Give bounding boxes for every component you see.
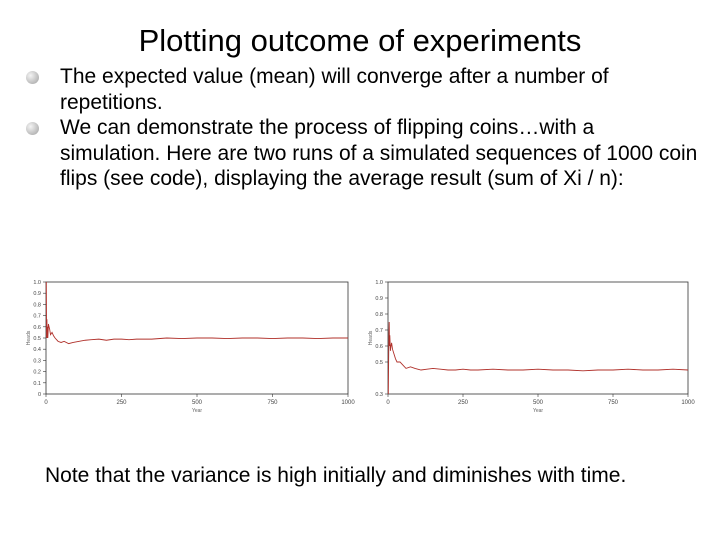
- y-tick-label: 0.1: [33, 381, 41, 387]
- y-tick-label: 0.8: [375, 312, 383, 318]
- y-tick-label: 0.3: [375, 392, 383, 398]
- y-tick-label: 0.6: [375, 344, 383, 350]
- y-tick-label: 0.6: [33, 325, 41, 331]
- bullet-text: The expected value (mean) will converge …: [60, 65, 609, 114]
- y-tick-label: 0.8: [33, 302, 41, 308]
- y-tick-label: 0: [38, 392, 41, 398]
- y-tick-label: 1.0: [375, 280, 383, 286]
- note-text: Note that the variance is high initially…: [45, 464, 627, 487]
- bullet-dot-icon: [26, 71, 39, 84]
- slide-title: Plotting outcome of experiments: [138, 23, 582, 58]
- y-tick-label: 0.2: [33, 370, 41, 376]
- x-tick-label: 1000: [341, 400, 355, 406]
- chart-svg: 0 0.1 0.2 0.3 0.4 0.5 0.6 0.7 0.8 0.9 1.0 0 250 500 75…: [26, 280, 355, 414]
- y-tick-label: 0.9: [375, 296, 383, 302]
- chart-svg: 0.3 0.5 0.6 0.7 0.8 0.9 1.0 0 250 500 750 1000 Year H…: [368, 280, 695, 414]
- bullet-item: We can demonstrate the process of flippi…: [24, 115, 700, 192]
- x-tick-label: 500: [192, 400, 203, 406]
- x-tick-label: 750: [267, 400, 278, 406]
- y-tick-label: 0.4: [33, 347, 41, 353]
- plot-frame: [387, 281, 689, 395]
- x-tick-label: 1000: [681, 400, 695, 406]
- bullet-dot-icon: [26, 122, 39, 135]
- y-tick-label: 0.9: [33, 291, 41, 297]
- series-line: [387, 321, 689, 395]
- x-tick-label: 250: [116, 400, 127, 406]
- x-axis-label: Year: [533, 408, 543, 414]
- x-tick-label: 500: [533, 400, 544, 406]
- y-tick-label: 0.5: [33, 336, 41, 342]
- bullet-item: The expected value (mean) will converge …: [24, 64, 700, 115]
- x-axis-label: Year: [192, 408, 202, 414]
- y-tick-label: 1.0: [33, 280, 41, 286]
- x-tick-label: 0: [44, 400, 48, 406]
- y-axis-label: Heads: [26, 330, 32, 345]
- y-tick-label: 0.5: [375, 360, 383, 366]
- series-line: [45, 281, 348, 345]
- y-tick-label: 0.7: [33, 314, 41, 320]
- bullet-text: We can demonstrate the process of flippi…: [60, 116, 698, 190]
- y-tick-label: 0.3: [33, 358, 41, 364]
- x-tick-label: 750: [608, 400, 619, 406]
- bullet-list: The expected value (mean) will converge …: [24, 64, 700, 192]
- y-tick-label: 0.7: [375, 328, 383, 334]
- x-tick-label: 0: [386, 400, 390, 406]
- x-tick-label: 250: [458, 400, 469, 406]
- y-axis-label: Heads: [368, 330, 374, 345]
- coin-flip-chart-run-1: 0 0.1 0.2 0.3 0.4 0.5 0.6 0.7 0.8 0.9 1.0 0 250 500 75…: [24, 272, 356, 418]
- coin-flip-chart-run-2: 0.3 0.5 0.6 0.7 0.8 0.9 1.0 0 250 500 750 1000 Year H…: [366, 272, 696, 418]
